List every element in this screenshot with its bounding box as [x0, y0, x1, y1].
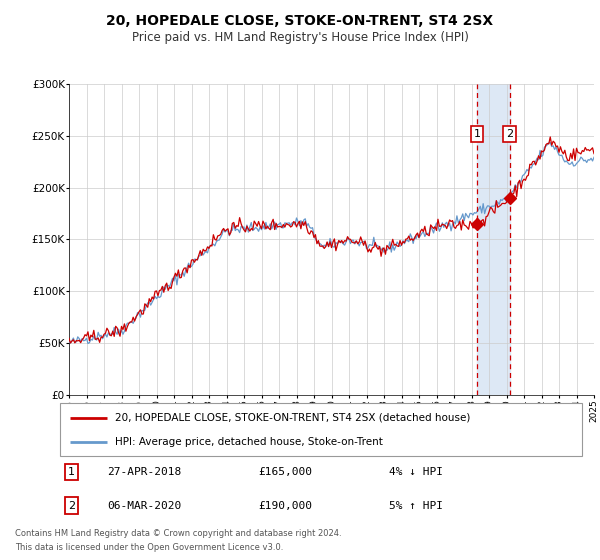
Text: This data is licensed under the Open Government Licence v3.0.: This data is licensed under the Open Gov… [15, 543, 283, 552]
Text: 4% ↓ HPI: 4% ↓ HPI [389, 467, 443, 477]
Text: 06-MAR-2020: 06-MAR-2020 [107, 501, 181, 511]
Text: 2: 2 [506, 129, 513, 139]
Text: 5% ↑ HPI: 5% ↑ HPI [389, 501, 443, 511]
Text: HPI: Average price, detached house, Stoke-on-Trent: HPI: Average price, detached house, Stok… [115, 437, 383, 447]
Text: £190,000: £190,000 [259, 501, 313, 511]
Text: 2: 2 [68, 501, 75, 511]
Text: Contains HM Land Registry data © Crown copyright and database right 2024.: Contains HM Land Registry data © Crown c… [15, 530, 341, 539]
Text: 20, HOPEDALE CLOSE, STOKE-ON-TRENT, ST4 2SX: 20, HOPEDALE CLOSE, STOKE-ON-TRENT, ST4 … [106, 14, 494, 28]
Text: 1: 1 [68, 467, 75, 477]
Text: 20, HOPEDALE CLOSE, STOKE-ON-TRENT, ST4 2SX (detached house): 20, HOPEDALE CLOSE, STOKE-ON-TRENT, ST4 … [115, 413, 470, 423]
Text: 27-APR-2018: 27-APR-2018 [107, 467, 181, 477]
Text: Price paid vs. HM Land Registry's House Price Index (HPI): Price paid vs. HM Land Registry's House … [131, 31, 469, 44]
Text: 1: 1 [473, 129, 481, 139]
Bar [477, 84, 509, 395]
FancyBboxPatch shape [60, 403, 582, 456]
Text: £165,000: £165,000 [259, 467, 313, 477]
